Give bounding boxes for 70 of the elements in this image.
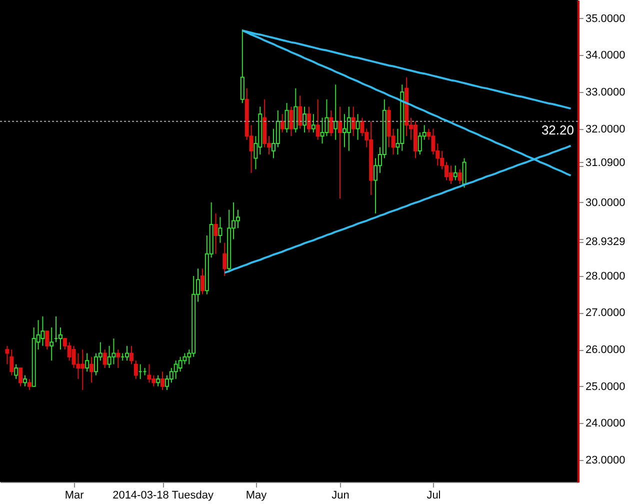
candlestick xyxy=(306,106,311,133)
candlestick xyxy=(112,338,116,365)
candlestick xyxy=(18,367,23,387)
candlestick xyxy=(458,168,462,184)
candlestick xyxy=(214,212,218,254)
candlestick xyxy=(45,330,50,350)
candlestick xyxy=(50,326,54,362)
candlestick xyxy=(218,216,222,244)
y-tick-label: 34.0000 xyxy=(586,50,626,62)
y-tick-label: 30.0000 xyxy=(586,196,626,209)
candlestick xyxy=(147,364,152,384)
candlestick xyxy=(129,345,134,365)
candlestick xyxy=(58,326,62,350)
candlestick xyxy=(356,114,360,140)
candlestick xyxy=(360,117,364,137)
candlestick xyxy=(10,349,14,376)
candlestick xyxy=(116,349,120,368)
y-tick-label: 35.0000 xyxy=(586,12,626,25)
candlestick xyxy=(85,352,90,372)
ref-line-label: 32.20 xyxy=(541,122,574,138)
candlestick xyxy=(134,360,138,380)
candlestick xyxy=(448,165,453,184)
candlestick xyxy=(22,374,27,387)
x-tick-label: Jun xyxy=(332,490,350,502)
candlestick xyxy=(284,102,289,133)
candlestick xyxy=(102,349,107,368)
candlestick xyxy=(329,110,334,137)
candlestick xyxy=(14,364,18,380)
candlestick xyxy=(156,374,160,387)
y-tick-label: 28.9329 xyxy=(586,236,626,248)
candlestick xyxy=(236,209,240,229)
candlestick xyxy=(298,95,302,130)
x-tick-label: Mar xyxy=(64,490,84,502)
y-tick-label: 26.0000 xyxy=(586,344,626,356)
y-tick-label: 23.0000 xyxy=(586,454,626,466)
candlestick xyxy=(5,345,10,365)
y-tick-label: 27.0000 xyxy=(586,307,626,320)
candlestick xyxy=(316,98,320,140)
candlestick xyxy=(280,114,284,133)
y-tick-label: 24.0000 xyxy=(586,418,626,430)
y-tick-label: 32.0000 xyxy=(586,123,626,136)
candlestick xyxy=(334,84,338,140)
candlestick xyxy=(351,106,356,137)
candlestick xyxy=(240,28,244,104)
candlestick xyxy=(289,106,294,137)
candlestick xyxy=(125,345,130,362)
candlestick xyxy=(40,316,45,346)
candlestick xyxy=(276,110,280,148)
candlestick xyxy=(222,242,227,276)
candlestick xyxy=(27,378,32,391)
y-tick-label: 28.0000 xyxy=(586,270,626,282)
candlestick xyxy=(338,106,342,200)
y-tick-label: 25.0000 xyxy=(586,380,626,393)
x-tick-label: 2014-03-18 Tuesday xyxy=(112,490,214,502)
candlestick xyxy=(200,268,204,295)
x-tick-label: May xyxy=(246,490,268,502)
candlestick xyxy=(302,106,307,133)
candlestick xyxy=(160,371,165,391)
candlestick xyxy=(346,106,351,152)
y-tick-label: 33.0000 xyxy=(586,86,626,98)
candlestick xyxy=(311,114,316,133)
x-tick-label: Jul xyxy=(426,490,441,502)
candlestick xyxy=(90,356,94,384)
candlestick xyxy=(178,356,182,372)
candlestick xyxy=(374,158,378,214)
y-tick-label: 31.0900 xyxy=(586,156,626,169)
candlestick xyxy=(431,128,436,156)
candlestick xyxy=(462,158,466,188)
candlestick xyxy=(294,88,298,133)
candlestick xyxy=(453,165,458,181)
